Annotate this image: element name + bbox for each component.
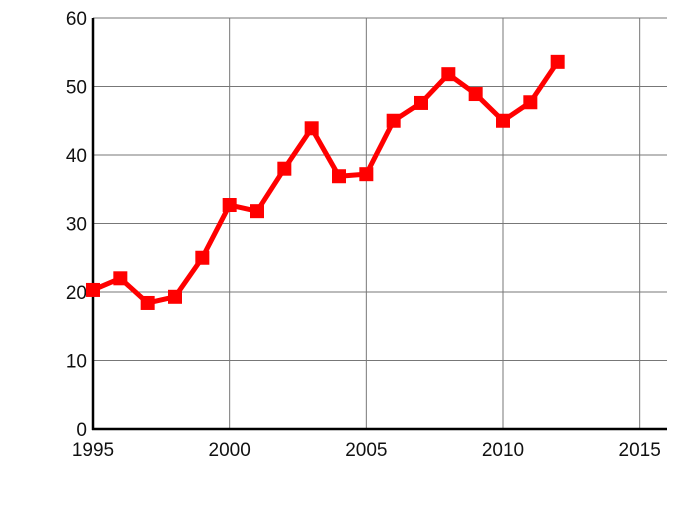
data-point-marker <box>550 54 565 69</box>
y-tick-label: 30 <box>66 215 87 236</box>
data-point-marker <box>496 113 510 128</box>
x-tick-label: 2005 <box>345 440 387 461</box>
data-point-marker <box>113 271 128 286</box>
x-tick-label: 2000 <box>209 440 251 461</box>
y-tick-label: 50 <box>66 78 87 99</box>
y-tick-label: 20 <box>66 283 87 304</box>
data-point-marker <box>277 161 292 176</box>
grid <box>93 17 667 429</box>
axes <box>91 18 667 431</box>
x-tick-label: 2010 <box>482 440 524 461</box>
data-point-marker <box>441 67 456 82</box>
data-point-marker <box>168 289 182 304</box>
data-point-marker <box>386 113 401 128</box>
data-point-marker <box>332 169 346 184</box>
data-point-marker <box>222 198 237 213</box>
tick-labels: 0 10 20 30 40 50 60 1995 2000 2005 2010 2015 <box>66 9 661 461</box>
y-tick-label: 60 <box>66 9 87 30</box>
data-point-marker <box>414 95 428 110</box>
data-point-marker <box>523 95 538 110</box>
series <box>86 54 565 310</box>
x-tick-label: 1995 <box>72 440 114 461</box>
x-tick-label: 2015 <box>619 440 661 461</box>
data-point-marker <box>195 250 210 265</box>
data-point-marker <box>250 204 264 219</box>
data-point-marker <box>86 282 100 297</box>
y-tick-label: 10 <box>66 352 87 373</box>
data-point-marker <box>140 295 155 310</box>
data-point-marker <box>304 121 319 136</box>
series-line <box>92 60 560 306</box>
y-tick-label: 40 <box>66 146 87 167</box>
data-point-marker <box>359 167 374 182</box>
data-point-marker <box>468 87 483 102</box>
y-tick-label: 0 <box>76 420 87 441</box>
